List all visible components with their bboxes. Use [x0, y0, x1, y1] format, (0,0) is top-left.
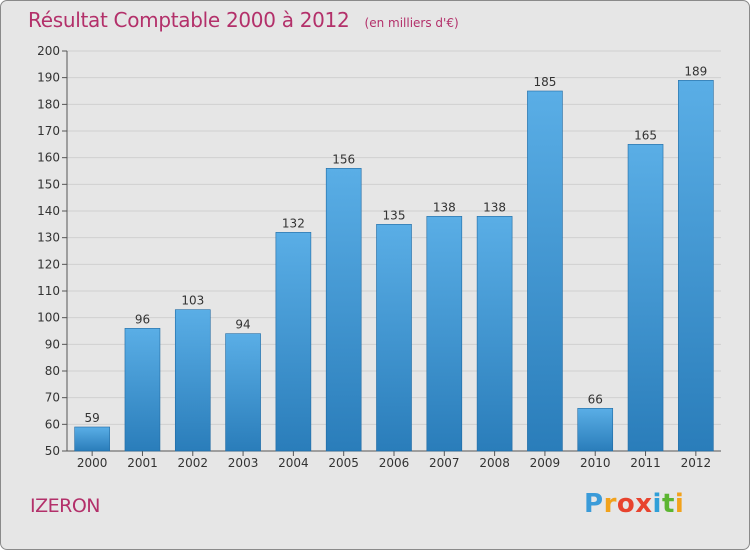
bar [325, 168, 362, 452]
bar-value-label: 96 [135, 312, 150, 326]
y-tick-label: 200 [37, 44, 60, 58]
y-tick-label: 60 [45, 417, 60, 431]
y-tick-label: 190 [37, 71, 60, 85]
y-tick-label: 100 [37, 311, 60, 325]
bar-value-label: 156 [332, 152, 355, 166]
logo-letter: r [603, 489, 617, 519]
bar-value-label: 66 [588, 392, 603, 406]
labels: 50 60 70 80 90 100 110 120 130 140 150 160 170 180 190… [37, 44, 711, 470]
bar-value-label: 132 [282, 216, 305, 230]
x-tick-label: 2007 [429, 456, 460, 470]
y-tick-label: 130 [37, 231, 60, 245]
bar-value-label: 185 [533, 75, 556, 89]
bar [376, 224, 412, 452]
bar [476, 216, 513, 452]
y-tick-label: 180 [37, 97, 60, 111]
y-tick-label: 160 [37, 151, 60, 165]
bar [275, 232, 312, 452]
bar-value-label: 94 [235, 318, 250, 332]
bar-value-label: 103 [181, 294, 204, 308]
bar [627, 144, 664, 452]
x-tick-label: 2011 [630, 456, 661, 470]
bar [678, 80, 714, 452]
y-tick-label: 140 [37, 204, 60, 218]
x-tick-label: 2010 [580, 456, 611, 470]
logo-letter: o [616, 489, 636, 519]
bar-value-label: 138 [433, 200, 456, 214]
x-tick-label: 2008 [479, 456, 510, 470]
bars [74, 80, 714, 452]
bar-value-label: 135 [383, 208, 406, 222]
bar [527, 90, 563, 452]
bar-value-label: 189 [684, 64, 707, 78]
x-tick-label: 2012 [681, 456, 712, 470]
bar-value-label: 165 [634, 128, 657, 142]
y-tick-label: 50 [45, 444, 60, 458]
y-tick-label: 80 [45, 364, 60, 378]
chart-subtitle: (en milliers d'€) [364, 16, 459, 30]
bar-value-label: 138 [483, 200, 506, 214]
bar [124, 328, 161, 452]
commune-name: IZERON [30, 495, 101, 517]
x-tick-label: 2009 [530, 456, 561, 470]
x-tick-label: 2000 [77, 456, 108, 470]
bar-value-label: 59 [85, 411, 100, 425]
y-tick-label: 70 [45, 391, 60, 405]
bar [225, 333, 261, 452]
y-tick-label: 110 [37, 284, 60, 298]
y-tick-label: 120 [37, 257, 60, 271]
y-tick-label: 150 [37, 177, 60, 191]
y-tick-label: 170 [37, 124, 60, 138]
x-tick-label: 2002 [177, 456, 208, 470]
chart-title-row: Résultat Comptable 2000 à 2012 (en milli… [28, 8, 459, 32]
bar [577, 408, 614, 452]
logo-letter: i [674, 489, 685, 519]
x-tick-label: 2005 [328, 456, 359, 470]
proxiti-logo[interactable]: Proxiti [584, 489, 684, 519]
bar [174, 309, 211, 452]
chart-title: Résultat Comptable 2000 à 2012 [28, 8, 350, 32]
x-tick-label: 2003 [228, 456, 259, 470]
logo-letter: x [635, 489, 653, 519]
y-tick-label: 90 [45, 337, 60, 351]
logo-letter: t [661, 489, 675, 519]
x-tick-label: 2001 [127, 456, 158, 470]
logo-letter: P [584, 489, 604, 519]
x-tick-label: 2004 [278, 456, 309, 470]
bar [426, 216, 463, 452]
bar [74, 426, 110, 452]
x-tick-label: 2006 [379, 456, 410, 470]
logo-letter: i [652, 489, 662, 519]
